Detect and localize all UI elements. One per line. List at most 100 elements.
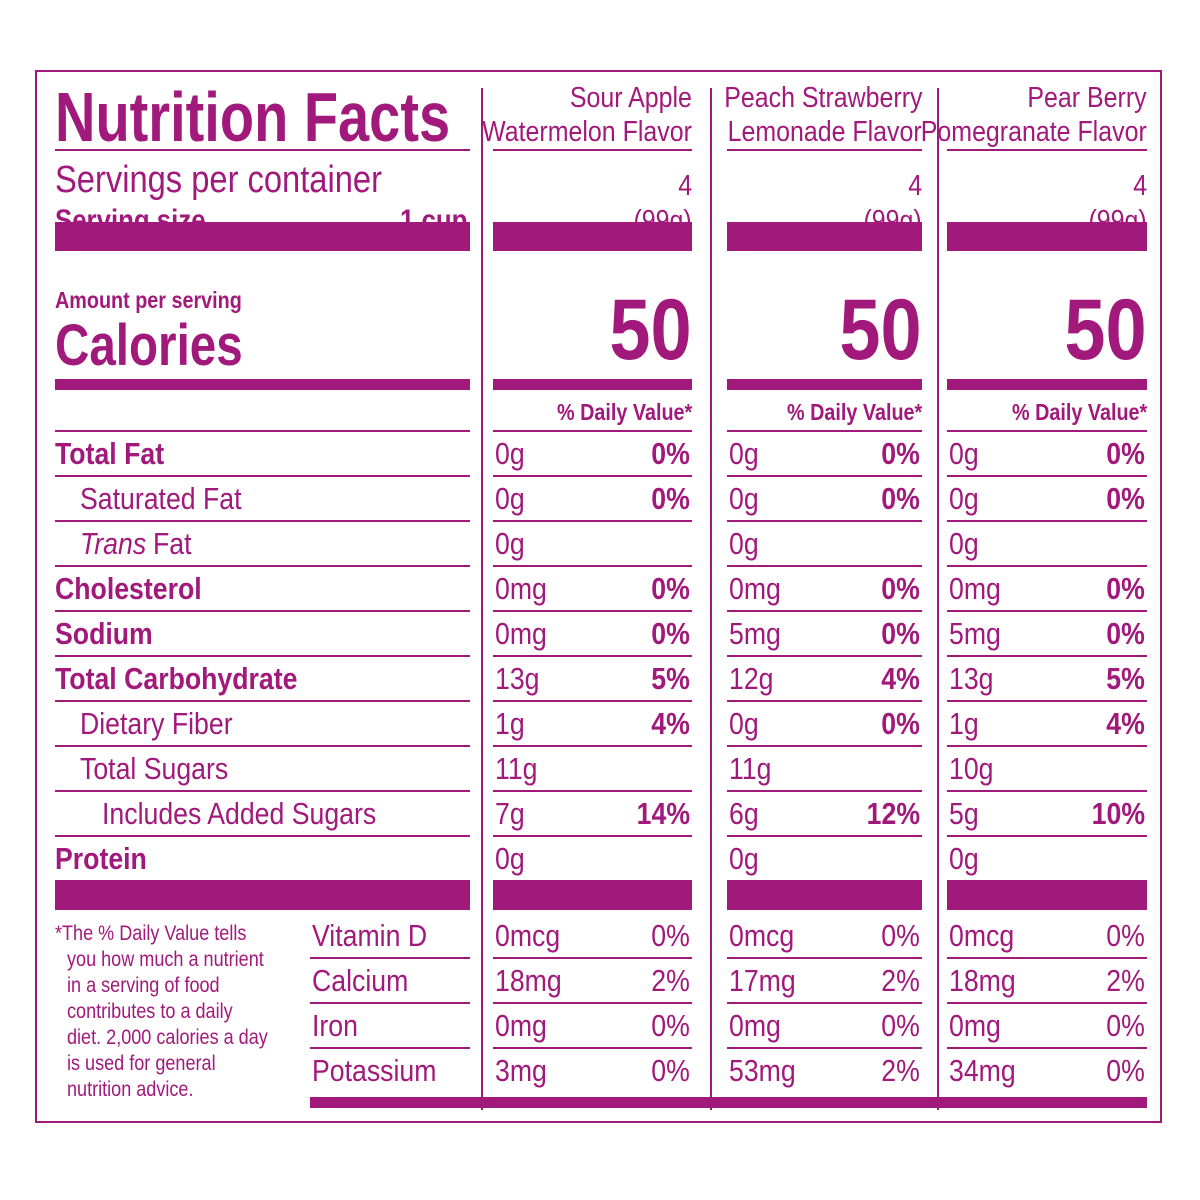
- rule: [493, 475, 692, 477]
- nutrient-label: Total Fat: [55, 435, 165, 471]
- rule: [947, 149, 1147, 151]
- vitamin-daily-value: 2%: [1106, 962, 1145, 998]
- rule: [947, 565, 1147, 567]
- rule: [493, 1047, 692, 1049]
- title: Nutrition Facts: [55, 78, 451, 156]
- vitamin-amount: 0mcg: [729, 917, 795, 953]
- rule: [55, 149, 470, 151]
- rule: [493, 1002, 692, 1004]
- nutrient-amount: 13g: [949, 660, 994, 696]
- column-divider: [710, 88, 712, 1110]
- rule: [55, 610, 470, 612]
- nutrient-amount: 0g: [729, 480, 759, 516]
- vitamin-amount: 0mg: [949, 1007, 1001, 1043]
- daily-value-header: % Daily Value*: [1011, 399, 1147, 425]
- rule: [947, 790, 1147, 792]
- rule: [55, 565, 470, 567]
- nutrient-daily-value: 0%: [1106, 570, 1145, 606]
- bottom-bar: [310, 1097, 1147, 1108]
- vitamin-amount: 0mcg: [949, 917, 1015, 953]
- nutrient-daily-value: 5%: [651, 660, 690, 696]
- nutrient-daily-value: 5%: [1106, 660, 1145, 696]
- medium-bar: [493, 379, 692, 390]
- vitamin-amount: 34mg: [949, 1052, 1016, 1088]
- nutrient-label: Fat: [153, 525, 192, 561]
- thick-bar: [947, 222, 1147, 251]
- rule: [727, 1002, 922, 1004]
- column-divider: [937, 88, 939, 1110]
- calories-label: Calories: [55, 313, 243, 378]
- nutrient-amount: 0g: [729, 525, 759, 561]
- rule: [947, 957, 1147, 959]
- vitamin-daily-value: 0%: [651, 1007, 690, 1043]
- nutrient-daily-value: 0%: [881, 705, 920, 741]
- nutrient-daily-value: 4%: [651, 705, 690, 741]
- nutrient-daily-value: 0%: [881, 435, 920, 471]
- calories-value: 50: [609, 281, 692, 378]
- flavor-name: Pomegranate Flavor: [921, 115, 1147, 148]
- nutrient-amount: 0mg: [495, 615, 547, 651]
- thick-bar: [727, 880, 922, 910]
- vitamin-amount: 53mg: [729, 1052, 796, 1088]
- rule: [947, 430, 1147, 432]
- rule: [55, 835, 470, 837]
- footnote-line: in a serving of food: [67, 974, 220, 997]
- nutrient-amount: 0g: [729, 840, 759, 876]
- servings: 4: [908, 169, 922, 202]
- nutrient-amount: 1g: [949, 705, 979, 741]
- rule: [947, 1047, 1147, 1049]
- nutrient-label: Protein: [55, 840, 147, 876]
- amount-per-serving: Amount per serving: [55, 287, 242, 313]
- nutrient-daily-value: 12%: [866, 795, 920, 831]
- nutrient-amount: 0mg: [495, 570, 547, 606]
- vitamin-daily-value: 0%: [651, 917, 690, 953]
- rule: [727, 430, 922, 432]
- rule: [493, 957, 692, 959]
- nutrient-amount: 5mg: [729, 615, 781, 651]
- rule: [727, 565, 922, 567]
- rule: [55, 745, 470, 747]
- servings: 4: [678, 169, 692, 202]
- nutrient-daily-value: 0%: [651, 480, 690, 516]
- vitamin-amount: 17mg: [729, 962, 796, 998]
- thick-bar: [493, 222, 692, 251]
- rule: [55, 430, 470, 432]
- rule: [493, 655, 692, 657]
- nutrient-label: Total Sugars: [80, 750, 229, 786]
- nutrient-amount: 5mg: [949, 615, 1001, 651]
- nutrient-amount: 0g: [949, 840, 979, 876]
- vitamin-amount: 0mg: [729, 1007, 781, 1043]
- rule: [947, 1002, 1147, 1004]
- vitamin-amount: 0mg: [495, 1007, 547, 1043]
- nutrient-amount: 0g: [495, 840, 525, 876]
- column-divider: [481, 88, 483, 1110]
- nutrient-amount: 0mg: [949, 570, 1001, 606]
- rule: [493, 790, 692, 792]
- vitamin-daily-value: 2%: [881, 962, 920, 998]
- rule: [55, 700, 470, 702]
- thick-bar: [493, 880, 692, 910]
- nutrient-daily-value: 10%: [1091, 795, 1145, 831]
- vitamin-daily-value: 0%: [651, 1052, 690, 1088]
- label-border: [35, 70, 1162, 1123]
- flavor-name: Peach Strawberry: [723, 81, 922, 114]
- nutrient-amount: 0g: [729, 435, 759, 471]
- footnote-line: contributes to a daily: [67, 1000, 233, 1023]
- nutrient-amount: 1g: [495, 705, 525, 741]
- vitamin-label: Calcium: [312, 962, 409, 998]
- nutrient-daily-value: 0%: [881, 570, 920, 606]
- vitamin-daily-value: 0%: [881, 1007, 920, 1043]
- footnote-line: *The % Daily Value tells: [55, 922, 247, 945]
- rule: [55, 520, 470, 522]
- vitamin-daily-value: 0%: [1106, 917, 1145, 953]
- vitamin-daily-value: 0%: [881, 917, 920, 953]
- vitamin-daily-value: 0%: [1106, 1007, 1145, 1043]
- thick-bar: [727, 222, 922, 251]
- rule: [493, 565, 692, 567]
- nutrient-amount: 6g: [729, 795, 759, 831]
- nutrient-daily-value: 4%: [1106, 705, 1145, 741]
- nutrient-daily-value: 0%: [651, 615, 690, 651]
- flavor-name: Pear Berry: [1027, 81, 1147, 114]
- nutrient-label: Saturated Fat: [80, 480, 242, 516]
- rule: [727, 700, 922, 702]
